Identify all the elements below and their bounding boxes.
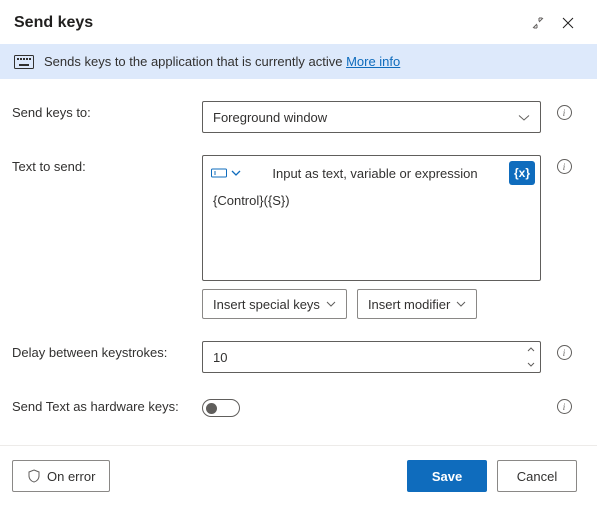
- hardware-keys-toggle[interactable]: [202, 399, 240, 417]
- text-to-send-label: Text to send:: [12, 155, 192, 174]
- send-to-select[interactable]: Foreground window: [202, 101, 541, 133]
- chevron-down-icon: [527, 362, 535, 367]
- editor-hint: Input as text, variable or expression: [249, 166, 501, 181]
- chevron-down-icon: [518, 110, 530, 125]
- chevron-down-icon: [326, 301, 336, 308]
- info-icon[interactable]: i: [557, 399, 572, 414]
- hardware-label: Send Text as hardware keys:: [12, 395, 192, 414]
- keyboard-icon: [14, 55, 34, 69]
- insert-modifier-button[interactable]: Insert modifier: [357, 289, 477, 319]
- editor-content[interactable]: {Control}({S}): [203, 185, 540, 280]
- close-icon: [562, 17, 574, 29]
- info-icon[interactable]: i: [557, 105, 572, 120]
- expand-icon: [532, 17, 544, 29]
- send-to-value: Foreground window: [213, 110, 518, 125]
- input-mode-button[interactable]: [211, 167, 241, 179]
- toggle-knob: [206, 403, 217, 414]
- info-icon[interactable]: i: [557, 159, 572, 174]
- delay-label: Delay between keystrokes:: [12, 341, 192, 360]
- delay-input[interactable]: 10: [202, 341, 541, 373]
- shield-icon: [27, 469, 41, 483]
- info-bar: Sends keys to the application that is cu…: [0, 44, 597, 79]
- insert-special-keys-button[interactable]: Insert special keys: [202, 289, 347, 319]
- close-button[interactable]: [553, 8, 583, 38]
- text-field-icon: [211, 167, 227, 179]
- text-to-send-editor[interactable]: Input as text, variable or expression {x…: [202, 155, 541, 281]
- expand-button[interactable]: [523, 8, 553, 38]
- dialog-title: Send keys: [14, 14, 93, 32]
- spin-down-button[interactable]: [521, 357, 540, 372]
- save-button[interactable]: Save: [407, 460, 487, 492]
- spin-up-button[interactable]: [521, 342, 540, 357]
- more-info-link[interactable]: More info: [346, 54, 400, 69]
- cancel-button[interactable]: Cancel: [497, 460, 577, 492]
- variable-picker-button[interactable]: {x}: [509, 161, 535, 185]
- on-error-button[interactable]: On error: [12, 460, 110, 492]
- chevron-down-icon: [456, 301, 466, 308]
- delay-value[interactable]: 10: [203, 342, 520, 372]
- send-to-label: Send keys to:: [12, 101, 192, 120]
- chevron-up-icon: [527, 347, 535, 352]
- info-text: Sends keys to the application that is cu…: [44, 54, 342, 69]
- chevron-down-icon: [231, 170, 241, 177]
- titlebar: Send keys: [0, 0, 597, 44]
- dialog-footer: On error Save Cancel: [0, 445, 597, 510]
- info-icon[interactable]: i: [557, 345, 572, 360]
- dialog-body: Send keys to: Foreground window i Text t…: [0, 79, 597, 445]
